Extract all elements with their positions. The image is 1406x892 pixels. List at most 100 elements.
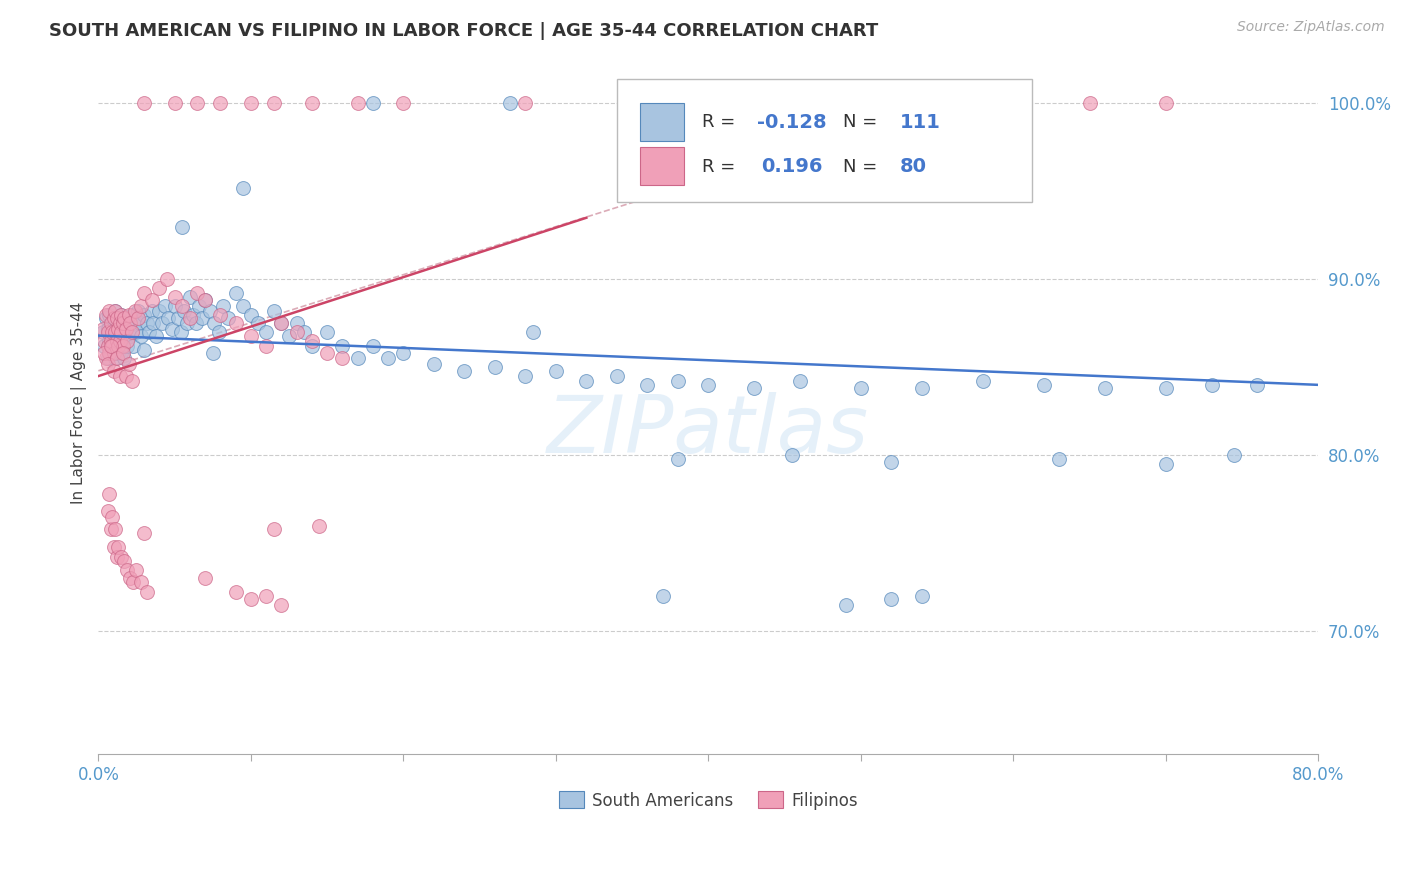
- Point: [96, 504, 118, 518]
- Point: [112, 311, 135, 326]
- Point: [225, 585, 247, 599]
- Point: [121, 325, 143, 339]
- Point: [100, 522, 122, 536]
- Point: [108, 316, 131, 330]
- Text: -0.128: -0.128: [756, 113, 827, 132]
- Point: [142, 316, 165, 330]
- FancyBboxPatch shape: [640, 147, 683, 185]
- Point: [202, 316, 225, 330]
- Point: [880, 455, 903, 469]
- Point: [254, 589, 277, 603]
- Point: [270, 316, 292, 330]
- Point: [209, 96, 232, 111]
- Point: [94, 311, 117, 326]
- Point: [522, 325, 544, 339]
- Point: [1201, 377, 1223, 392]
- Point: [141, 304, 163, 318]
- Point: [107, 321, 129, 335]
- Point: [155, 299, 177, 313]
- Point: [972, 375, 994, 389]
- Point: [103, 343, 125, 357]
- Point: [301, 339, 323, 353]
- Point: [132, 343, 155, 357]
- Point: [263, 96, 285, 111]
- Point: [880, 592, 903, 607]
- Point: [110, 325, 132, 339]
- Point: [122, 339, 145, 353]
- Point: [270, 316, 292, 330]
- Point: [152, 316, 174, 330]
- Point: [499, 96, 522, 111]
- Point: [392, 346, 415, 360]
- Point: [308, 518, 330, 533]
- Point: [172, 299, 194, 313]
- Point: [194, 293, 217, 308]
- Point: [179, 311, 201, 326]
- Point: [172, 219, 194, 234]
- Point: [239, 96, 262, 111]
- Point: [138, 325, 160, 339]
- Point: [104, 304, 127, 318]
- Point: [254, 325, 277, 339]
- Point: [1154, 96, 1177, 111]
- Point: [103, 346, 125, 360]
- Point: [129, 574, 152, 589]
- Point: [105, 351, 128, 366]
- Point: [181, 308, 204, 322]
- Point: [118, 308, 141, 322]
- Point: [110, 550, 132, 565]
- Point: [96, 357, 118, 371]
- Point: [98, 308, 121, 322]
- Point: [121, 308, 143, 322]
- Point: [330, 339, 353, 353]
- Point: [285, 316, 308, 330]
- Point: [198, 304, 221, 318]
- Point: [112, 311, 135, 326]
- Point: [247, 316, 270, 330]
- Text: SOUTH AMERICAN VS FILIPINO IN LABOR FORCE | AGE 35-44 CORRELATION CHART: SOUTH AMERICAN VS FILIPINO IN LABOR FORC…: [49, 22, 879, 40]
- Point: [104, 351, 127, 366]
- Point: [515, 369, 537, 384]
- Point: [301, 96, 323, 111]
- Point: [742, 381, 765, 395]
- Point: [105, 334, 128, 348]
- FancyBboxPatch shape: [617, 78, 1032, 202]
- Text: N =: N =: [842, 158, 883, 176]
- Point: [225, 316, 247, 330]
- Point: [170, 325, 193, 339]
- Point: [100, 316, 122, 330]
- Point: [111, 346, 134, 360]
- Point: [1094, 381, 1116, 395]
- Point: [118, 316, 141, 330]
- Point: [101, 339, 124, 353]
- Point: [263, 304, 285, 318]
- Point: [118, 357, 141, 371]
- Point: [108, 369, 131, 384]
- Point: [301, 334, 323, 348]
- Legend: South Americans, Filipinos: South Americans, Filipinos: [553, 785, 865, 816]
- Point: [163, 290, 186, 304]
- Point: [114, 369, 136, 384]
- Point: [285, 325, 308, 339]
- Point: [94, 351, 117, 366]
- Point: [1002, 96, 1025, 111]
- Point: [93, 339, 115, 353]
- Point: [163, 299, 186, 313]
- Point: [110, 308, 132, 322]
- Point: [101, 316, 124, 330]
- Point: [101, 325, 124, 339]
- Text: 0.196: 0.196: [761, 157, 823, 177]
- Point: [186, 96, 208, 111]
- Point: [188, 299, 211, 313]
- Text: Source: ZipAtlas.com: Source: ZipAtlas.com: [1237, 20, 1385, 34]
- Point: [96, 339, 118, 353]
- Point: [166, 311, 188, 326]
- Point: [120, 571, 142, 585]
- Point: [346, 351, 368, 366]
- Point: [156, 272, 179, 286]
- Point: [148, 304, 170, 318]
- Point: [132, 308, 155, 322]
- Point: [173, 304, 195, 318]
- Point: [270, 598, 292, 612]
- Point: [100, 346, 122, 360]
